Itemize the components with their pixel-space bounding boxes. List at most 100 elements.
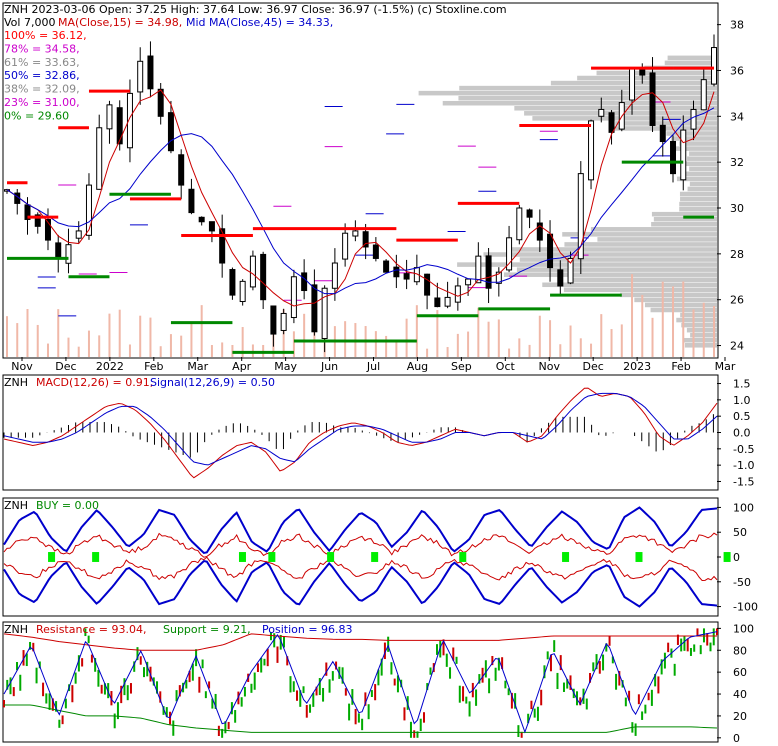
candle-body bbox=[280, 312, 287, 331]
signal-line bbox=[3, 392, 718, 466]
candle-body bbox=[608, 112, 615, 133]
volume-profile-bar bbox=[590, 227, 717, 232]
resistance-support-segments bbox=[7, 66, 714, 354]
buy-marker bbox=[459, 552, 467, 562]
volume-bars bbox=[6, 274, 715, 357]
price-y-tick-label: 34 bbox=[730, 110, 744, 123]
candle-body bbox=[331, 262, 338, 289]
volume-bar bbox=[77, 346, 80, 357]
volume-profile-bar bbox=[459, 85, 717, 91]
candle-body bbox=[362, 231, 369, 248]
candle-body bbox=[659, 124, 666, 143]
volume-bar bbox=[241, 327, 244, 357]
volume-bar bbox=[549, 320, 552, 357]
volume-profile-bar bbox=[653, 216, 717, 222]
candle-body bbox=[301, 272, 308, 292]
resistance-line bbox=[3, 633, 717, 651]
volume-profile-bar bbox=[689, 181, 717, 187]
support-line bbox=[4, 704, 718, 733]
volume-profile-bar bbox=[563, 287, 717, 293]
volume-profile-bar bbox=[458, 95, 717, 101]
macd-y-tick-label: 0.0 bbox=[733, 427, 751, 440]
price-x-tick-label: Nov bbox=[11, 360, 33, 373]
volume-bar bbox=[67, 337, 70, 357]
candle-body bbox=[106, 104, 113, 130]
volume-profile-bar bbox=[679, 191, 717, 197]
candle-body bbox=[454, 285, 461, 303]
volume-profile-bar bbox=[634, 297, 717, 303]
volume-bar bbox=[508, 348, 511, 357]
fib-label: 0% = 29.60 bbox=[4, 109, 69, 122]
volume-profile-bar bbox=[511, 247, 717, 252]
candle-body bbox=[198, 216, 205, 223]
buy-panel: 100 50 0 -50 -100 ZNH BUY = 0.00 bbox=[2, 497, 758, 617]
buy-y-tick-label: -50 bbox=[733, 576, 751, 589]
volume-bar bbox=[487, 321, 490, 357]
volume-bar bbox=[692, 309, 695, 357]
candle-body bbox=[403, 273, 410, 280]
fib-label: 50% = 32.86, bbox=[4, 69, 80, 82]
volume-profile-bar bbox=[620, 292, 717, 298]
candle-body bbox=[372, 244, 379, 259]
macd-line bbox=[3, 387, 718, 479]
price-x-tick-label: Oct bbox=[496, 360, 516, 373]
volume-bar bbox=[405, 318, 408, 357]
buy-y-tick-label: 50 bbox=[733, 526, 747, 539]
price-y-tick-label: 38 bbox=[730, 19, 744, 32]
rsp-resistance-label: Resistance = 93.04, bbox=[36, 623, 146, 636]
price-y-tick-label: 28 bbox=[730, 248, 744, 261]
volume-bar bbox=[436, 310, 439, 357]
volume-profile-bar bbox=[683, 161, 717, 167]
volume-bar bbox=[600, 314, 603, 357]
volume-bar bbox=[538, 315, 541, 357]
volume-bar bbox=[415, 305, 418, 357]
volume-bar bbox=[559, 344, 562, 357]
volume-profile-bar bbox=[567, 277, 717, 282]
buy-y-tick-label: 100 bbox=[733, 501, 754, 514]
candle-body bbox=[126, 92, 133, 149]
buy-upper-line bbox=[3, 506, 718, 555]
candle-body bbox=[506, 237, 513, 271]
macd-y-axis: 1.5 1.0 0.5 0.0 -0.5 -1.0 -1.5 bbox=[717, 378, 754, 488]
candle-body bbox=[465, 278, 472, 286]
price-y-tick-label: 26 bbox=[730, 294, 744, 307]
volume-profile-bar bbox=[681, 322, 717, 328]
macd-y-tick-label: -1.0 bbox=[733, 459, 754, 472]
volume-bar bbox=[569, 325, 572, 357]
candle-body bbox=[229, 269, 236, 296]
rsp-ticker: ZNH bbox=[4, 623, 28, 636]
rsp-y-tick-label: 80 bbox=[733, 644, 747, 657]
candle-body bbox=[188, 188, 195, 214]
macd-y-tick-label: 1.5 bbox=[733, 378, 751, 391]
candle-body bbox=[670, 140, 677, 175]
candle-body bbox=[44, 219, 51, 241]
volume-bar bbox=[57, 309, 60, 357]
volume-profile-bar bbox=[689, 166, 717, 172]
price-x-tick-label: Jun bbox=[320, 360, 338, 373]
volume-profile-bar bbox=[680, 312, 717, 318]
volume-profile-bar bbox=[651, 221, 717, 227]
volume-profile-bar bbox=[686, 327, 717, 333]
candle-body bbox=[75, 230, 82, 239]
candle-body bbox=[516, 207, 523, 241]
candle-body bbox=[55, 242, 62, 259]
candle-body bbox=[577, 173, 584, 260]
volume-bar bbox=[87, 330, 90, 357]
candle-body bbox=[557, 269, 564, 287]
price-y-tick-label: 36 bbox=[730, 64, 744, 77]
candle-body bbox=[157, 88, 164, 117]
candle-body bbox=[383, 260, 390, 273]
volume-profile-bar bbox=[689, 151, 717, 156]
volume-profile-bar bbox=[683, 337, 717, 343]
buy-lines bbox=[3, 506, 718, 608]
candle-body bbox=[342, 232, 349, 260]
buy-lower-line bbox=[3, 559, 718, 608]
fib-label: 100% = 36.12, bbox=[4, 29, 87, 42]
volume-profile-bar bbox=[679, 201, 717, 207]
candle-body bbox=[475, 255, 482, 284]
candle-body bbox=[434, 297, 441, 308]
volume-profile-bar bbox=[597, 237, 717, 242]
volume-bar bbox=[620, 324, 623, 357]
candle-body bbox=[649, 72, 656, 126]
